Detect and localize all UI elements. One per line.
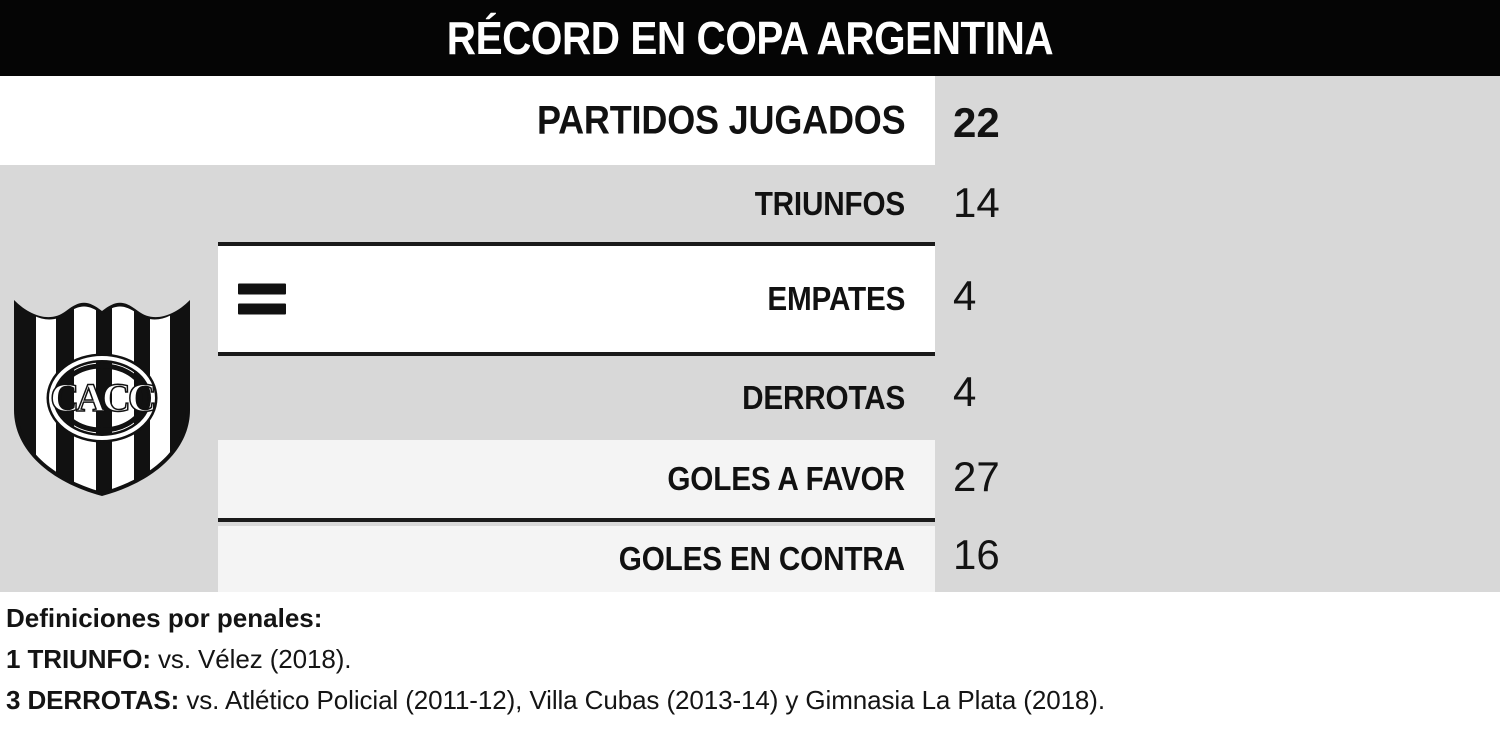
row-label-triunfos: TRIUNFOS xyxy=(754,184,906,222)
table-row: EMPATES xyxy=(218,242,935,356)
row-value-partidos-jugados: 22 xyxy=(953,99,1000,146)
club-crest-icon: CACC xyxy=(14,300,190,496)
footnote-detail-triunfo: vs. Vélez (2018). xyxy=(150,644,352,674)
footnote-label-derrotas: 3 DERROTAS: xyxy=(6,685,180,715)
table-row: TRIUNFOS xyxy=(218,165,935,242)
stats-table: PARTIDOS JUGADOS TRIUNFOS EMPATES DERROT… xyxy=(0,76,1500,592)
svg-text:CACC: CACC xyxy=(50,375,154,420)
table-row: GOLES A FAVOR xyxy=(218,440,935,522)
header-band: RÉCORD EN COPA ARGENTINA xyxy=(0,0,1500,76)
footnote-detail-derrotas: vs. Atlético Policial (2011-12), Villa C… xyxy=(179,685,1105,715)
row-label-partidos-jugados: PARTIDOS JUGADOS xyxy=(536,98,906,142)
row-value-goles-en-contra: 16 xyxy=(953,531,1000,578)
footnotes: Definiciones por penales: 1 TRIUNFO: vs.… xyxy=(0,592,1500,750)
footnote-label-triunfo: 1 TRIUNFO: xyxy=(6,644,151,674)
footnote-item: 3 DERROTAS: vs. Atlético Policial (2011-… xyxy=(6,680,1500,721)
table-row: PARTIDOS JUGADOS xyxy=(0,76,935,165)
row-label-empates: EMPATES xyxy=(767,280,905,317)
table-row: DERROTAS xyxy=(218,356,935,440)
club-crest: CACC xyxy=(12,298,192,496)
row-label-goles-a-favor: GOLES A FAVOR xyxy=(667,460,906,497)
crest-monogram: CACC xyxy=(46,353,158,443)
crest-stripes xyxy=(18,304,186,492)
value-column-background xyxy=(935,76,1500,592)
equals-icon xyxy=(238,283,286,315)
row-label-goles-en-contra: GOLES EN CONTRA xyxy=(618,540,905,577)
row-value-empates: 4 xyxy=(953,272,977,319)
row-value-goles-a-favor: 27 xyxy=(953,453,1000,500)
table-row: GOLES EN CONTRA xyxy=(218,526,935,592)
row-value-triunfos: 14 xyxy=(953,179,1000,226)
footnote-item: 1 TRIUNFO: vs. Vélez (2018). xyxy=(6,639,1500,680)
row-value-derrotas: 4 xyxy=(953,368,977,415)
footnote-heading: Definiciones por penales: xyxy=(6,603,323,633)
page-title: RÉCORD EN COPA ARGENTINA xyxy=(446,12,1054,64)
row-label-derrotas: DERROTAS xyxy=(741,379,905,416)
